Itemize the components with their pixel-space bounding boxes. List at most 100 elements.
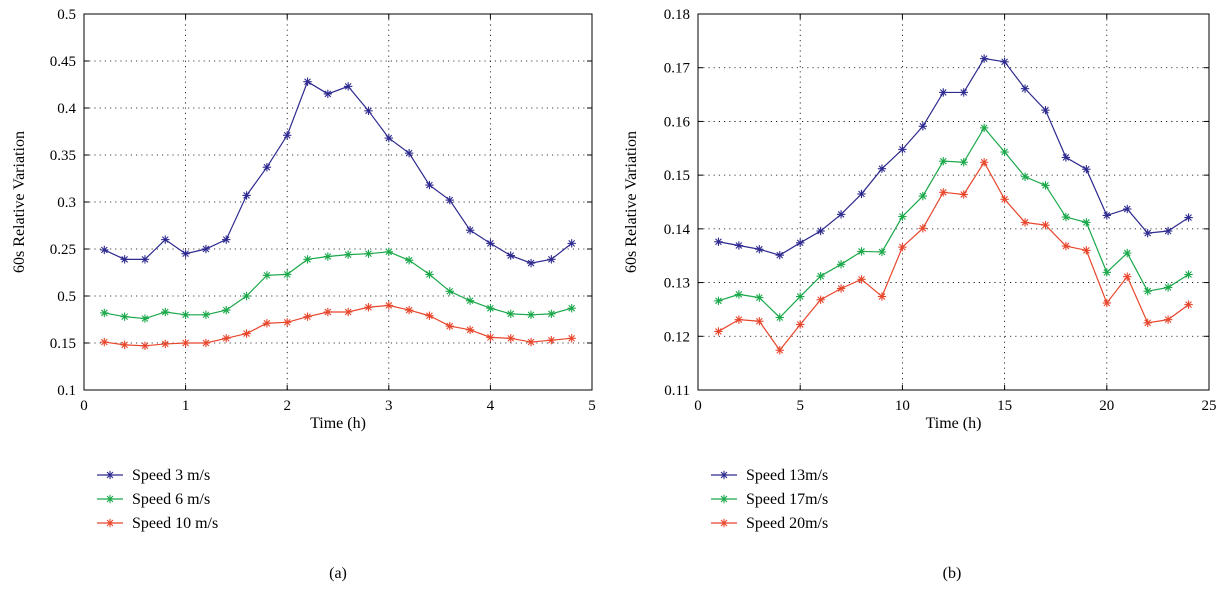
marker-stroke <box>507 252 515 259</box>
data-point <box>486 239 495 248</box>
data-point <box>465 325 475 335</box>
marker-stroke <box>324 253 332 260</box>
marker-stroke <box>817 227 824 235</box>
y-tick-label: 0.5 <box>57 7 76 23</box>
marker-stroke <box>796 321 804 328</box>
marker-stroke <box>960 158 968 166</box>
data-point <box>262 271 272 280</box>
marker-stroke <box>222 334 230 342</box>
marker-stroke <box>568 334 576 342</box>
data-point <box>323 307 333 317</box>
data-point <box>775 313 784 322</box>
marker-stroke <box>1164 284 1172 291</box>
marker-stroke <box>837 210 845 218</box>
data-point <box>1082 246 1091 255</box>
data-point <box>714 237 723 246</box>
data-point <box>465 296 475 305</box>
data-point <box>1061 153 1071 162</box>
marker-stroke <box>487 240 494 247</box>
marker-stroke <box>182 250 189 258</box>
data-point <box>1082 218 1091 227</box>
y-axis-label: 60s Relative Variation <box>11 131 28 273</box>
data-point <box>734 241 744 250</box>
data-point <box>547 309 556 319</box>
data-point <box>714 296 723 306</box>
data-point <box>567 334 576 343</box>
marker-stroke <box>106 471 114 479</box>
data-point <box>364 106 373 116</box>
legend-label: Speed 6 m/s <box>132 491 210 508</box>
y-tick-label: 0.15 <box>50 336 76 352</box>
marker-stroke <box>1164 316 1172 323</box>
marker-stroke <box>1021 85 1029 93</box>
marker-stroke <box>1021 219 1029 226</box>
marker-stroke <box>1001 195 1008 203</box>
data-point <box>979 54 989 63</box>
data-point <box>836 260 846 269</box>
marker-stroke <box>446 287 454 295</box>
data-point <box>100 337 109 347</box>
data-point <box>100 308 109 318</box>
marker-stroke <box>100 309 108 317</box>
data-point <box>404 305 414 315</box>
marker-stroke <box>939 89 947 96</box>
marker-stroke <box>141 342 149 350</box>
marker-stroke <box>446 196 454 204</box>
series-line-0 <box>104 80 573 264</box>
data-point <box>1020 218 1030 227</box>
marker-stroke <box>446 322 454 330</box>
marker-stroke <box>1123 273 1131 281</box>
y-tick-label: 0.35 <box>50 148 76 164</box>
marker-stroke <box>899 213 906 220</box>
data-point <box>283 270 292 279</box>
marker-stroke <box>141 315 149 322</box>
marker-stroke <box>878 165 886 173</box>
legend-marker <box>105 518 115 528</box>
data-point <box>734 290 744 299</box>
marker-stroke <box>202 339 210 347</box>
data-point <box>877 292 887 301</box>
marker-stroke <box>365 107 372 115</box>
data-point <box>526 337 536 347</box>
panel-caption: (b) <box>943 565 962 582</box>
marker-stroke <box>487 334 494 341</box>
marker-stroke <box>527 338 535 346</box>
marker-stroke <box>243 330 250 337</box>
x-tick-label: 25 <box>1202 398 1217 414</box>
marker-stroke <box>919 122 927 130</box>
marker-stroke <box>858 190 865 198</box>
data-point <box>1163 315 1173 324</box>
marker-stroke <box>283 131 291 139</box>
marker-stroke <box>715 238 722 246</box>
marker-stroke <box>1123 205 1131 213</box>
data-point <box>1041 105 1050 115</box>
marker-stroke <box>324 308 332 316</box>
marker-stroke <box>304 78 311 86</box>
data-point <box>303 77 312 86</box>
data-point <box>384 301 393 310</box>
marker-stroke <box>796 239 804 247</box>
data-point <box>755 245 764 254</box>
marker-stroke <box>1144 229 1152 237</box>
legend-marker <box>719 494 729 504</box>
data-point <box>959 158 968 167</box>
marker-stroke <box>1185 271 1192 278</box>
data-point <box>1184 213 1193 222</box>
marker-stroke <box>527 259 535 267</box>
data-point <box>1102 268 1111 277</box>
y-tick-label: 0.11 <box>664 383 690 399</box>
marker-stroke <box>1185 214 1192 221</box>
data-point <box>816 295 825 304</box>
data-point <box>939 88 948 97</box>
marker-stroke <box>365 303 372 311</box>
data-point <box>343 82 353 91</box>
data-point <box>796 238 805 248</box>
marker-stroke <box>222 306 230 314</box>
marker-stroke <box>715 328 722 335</box>
marker-stroke <box>1001 148 1008 156</box>
marker-stroke <box>344 83 352 90</box>
data-point <box>445 321 454 331</box>
marker-stroke <box>161 236 169 243</box>
y-tick-label: 0.12 <box>664 329 690 345</box>
